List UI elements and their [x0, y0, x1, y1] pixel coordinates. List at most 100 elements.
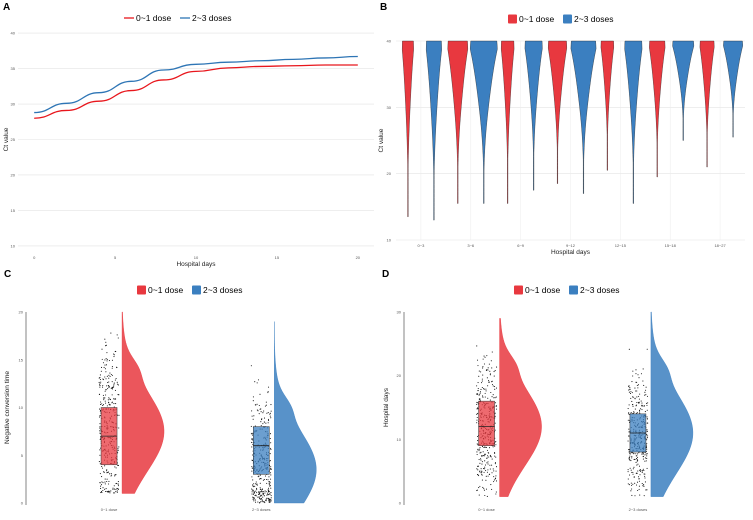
- data-point: [477, 407, 479, 409]
- data-point: [266, 494, 268, 496]
- data-point: [495, 470, 497, 472]
- data-point: [260, 498, 262, 500]
- data-point: [629, 388, 631, 390]
- data-point: [264, 405, 266, 407]
- data-point: [270, 487, 272, 489]
- data-point: [99, 427, 101, 429]
- data-point: [115, 482, 118, 484]
- data-point: [113, 488, 116, 490]
- data-point: [481, 386, 483, 389]
- data-point: [269, 433, 272, 435]
- data-point: [632, 473, 634, 475]
- data-point: [105, 364, 108, 366]
- violin-2-3-doses-3~6: [470, 40, 498, 204]
- data-point: [479, 448, 481, 450]
- data-point: [118, 414, 120, 416]
- density-2-3-doses: [650, 311, 694, 497]
- data-point: [111, 367, 113, 369]
- data-point: [252, 484, 254, 486]
- data-point: [267, 420, 270, 422]
- data-point: [256, 484, 258, 486]
- x-tick-label: 9~12: [566, 243, 576, 248]
- data-point: [490, 360, 492, 362]
- data-point: [265, 404, 267, 406]
- violin-0-1-dose-12~15: [600, 40, 614, 171]
- data-point: [252, 496, 254, 498]
- data-point: [101, 358, 103, 360]
- data-point: [104, 481, 106, 483]
- data-point: [484, 494, 486, 497]
- data-point: [256, 382, 258, 384]
- data-point: [489, 399, 491, 401]
- data-point: [270, 478, 272, 480]
- data-point: [631, 381, 633, 383]
- data-point: [251, 467, 253, 469]
- data-point: [258, 413, 260, 415]
- y-tick-label: 10: [387, 238, 392, 243]
- data-point: [104, 478, 106, 480]
- data-point: [495, 444, 497, 446]
- data-point: [478, 487, 480, 489]
- data-point: [116, 366, 118, 369]
- panel-c-plot: 0 5 10 15 20 Negative conversion time 0~1 dose…: [4, 310, 317, 512]
- data-point: [476, 408, 478, 410]
- data-point: [638, 377, 640, 379]
- data-point: [265, 500, 267, 502]
- data-point: [104, 397, 106, 399]
- data-point: [263, 478, 265, 481]
- data-point: [106, 478, 108, 480]
- data-point: [635, 373, 637, 375]
- y-tick-label: 15: [19, 357, 24, 362]
- data-point: [263, 417, 266, 419]
- data-point: [99, 385, 101, 387]
- data-point: [481, 380, 483, 382]
- data-point: [483, 489, 485, 491]
- density-0-1-dose: [121, 311, 165, 494]
- data-point: [253, 486, 255, 488]
- data-point: [635, 453, 637, 455]
- data-point: [494, 397, 496, 399]
- data-point: [634, 387, 636, 389]
- data-point: [99, 414, 101, 417]
- data-point: [645, 489, 647, 491]
- data-point: [262, 412, 264, 414]
- data-point: [481, 445, 483, 448]
- data-point: [256, 492, 258, 494]
- data-point: [251, 415, 253, 417]
- data-point: [266, 482, 268, 484]
- data-point: [636, 481, 639, 483]
- legend: 0~1 dose 2~3 doses: [124, 13, 231, 23]
- data-point: [270, 468, 272, 471]
- data-point: [109, 473, 111, 475]
- data-point: [628, 457, 630, 459]
- data-point: [491, 472, 493, 474]
- data-point: [628, 385, 630, 387]
- data-point: [640, 408, 642, 410]
- data-point: [116, 490, 118, 492]
- data-point: [480, 382, 483, 384]
- data-point: [113, 492, 115, 494]
- data-point: [639, 411, 641, 413]
- y-tick-label: 20: [397, 373, 402, 378]
- data-point: [116, 487, 118, 489]
- data-point: [117, 481, 119, 483]
- data-point: [638, 409, 641, 411]
- data-point: [646, 402, 648, 405]
- y-axis-title: Ct value: [378, 128, 385, 152]
- data-point: [489, 373, 491, 375]
- data-point: [114, 475, 116, 477]
- data-point: [494, 455, 496, 457]
- data-point: [105, 490, 107, 493]
- data-point: [639, 393, 641, 395]
- data-point: [485, 453, 487, 455]
- data-point: [483, 446, 485, 448]
- violin-2-3-doses-15~18: [672, 40, 695, 141]
- data-point: [260, 501, 262, 503]
- data-point: [255, 490, 257, 492]
- data-point: [108, 480, 110, 482]
- data-point: [480, 468, 482, 470]
- data-point: [265, 422, 267, 424]
- data-point: [636, 464, 638, 466]
- data-point: [269, 412, 271, 414]
- data-point: [258, 493, 260, 496]
